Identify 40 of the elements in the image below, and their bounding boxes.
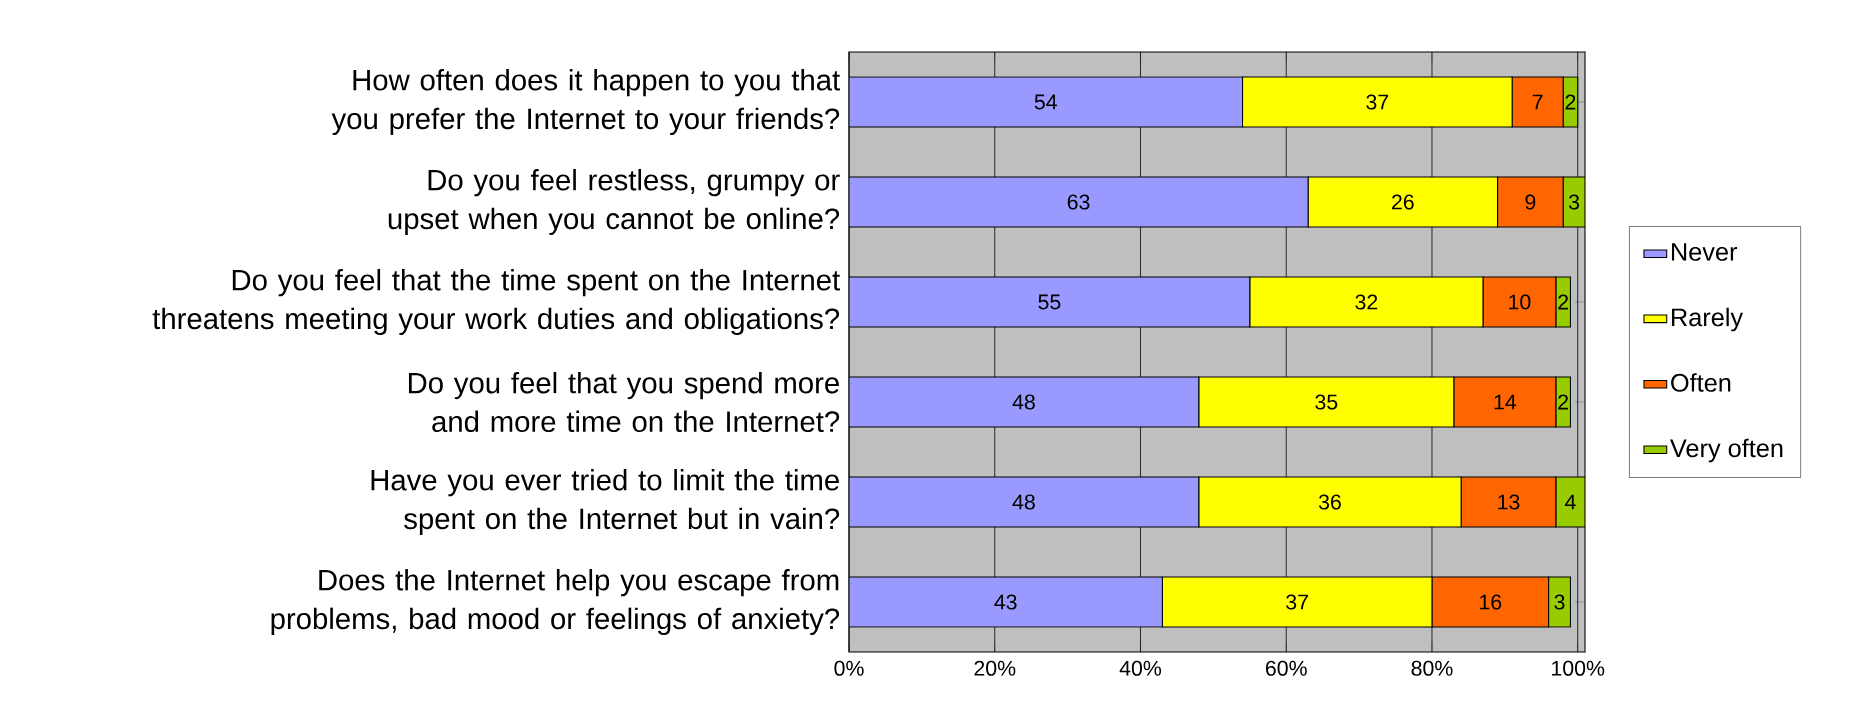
legend-label: Rarely [1671, 307, 1744, 332]
data-label: 10 [1509, 294, 1531, 310]
x-tick-label: 40% [1119, 660, 1162, 676]
data-label: 16 [1480, 594, 1502, 610]
y-tick-label: Have you ever tried to limit the time spent on the Internet but in vain? [371, 468, 840, 535]
data-label: 2 [1558, 394, 1569, 410]
data-label: 63 [1067, 194, 1090, 210]
data-label: 37 [1286, 594, 1308, 610]
y-tick-label: Do you feel that you spend more and more time on the Internet? [408, 371, 840, 433]
data-label: 13 [1498, 494, 1520, 510]
data-label: 37 [1366, 94, 1389, 110]
x-tick-label: 80% [1411, 660, 1453, 676]
data-label: 7 [1532, 94, 1543, 110]
data-label: 55 [1038, 294, 1061, 310]
data-label: 4 [1564, 494, 1576, 510]
data-label: 9 [1525, 194, 1536, 210]
data-label: 54 [1034, 94, 1057, 110]
x-tick-label: 20% [974, 660, 1016, 676]
x-tick-label: 60% [1265, 660, 1307, 676]
legend-label: Very often [1670, 438, 1783, 463]
data-label: 26 [1392, 194, 1414, 210]
data-label: 36 [1318, 494, 1341, 510]
y-tick-label: Do you feel that the time spent on the Internet threatens meeting your work duties and obligations? [152, 268, 840, 335]
data-label: 3 [1554, 594, 1565, 610]
data-label: 48 [1012, 394, 1035, 410]
y-tick-label: How often does it happen to you that you prefer the Internet to your friends? [331, 68, 840, 135]
data-label: 43 [994, 594, 1017, 610]
data-label: 3 [1568, 194, 1580, 210]
legend-label: Often [1671, 373, 1731, 392]
x-tick-label: 0% [834, 660, 864, 676]
data-label: 35 [1315, 394, 1338, 410]
data-label: 32 [1355, 294, 1378, 310]
data-label: 14 [1494, 394, 1517, 410]
y-tick-label: Does the Internet help you escape from problems, bad mood or feelings of anxiety? [271, 568, 840, 635]
y-tick-label: Do you feel restless, grumpy or upset when you cannot be online? [388, 168, 840, 235]
legend-label: Never [1671, 243, 1738, 261]
data-label: 48 [1012, 494, 1035, 510]
x-tick-label: 100% [1552, 660, 1605, 676]
data-label: 2 [1565, 94, 1576, 110]
data-label: 2 [1558, 294, 1569, 310]
